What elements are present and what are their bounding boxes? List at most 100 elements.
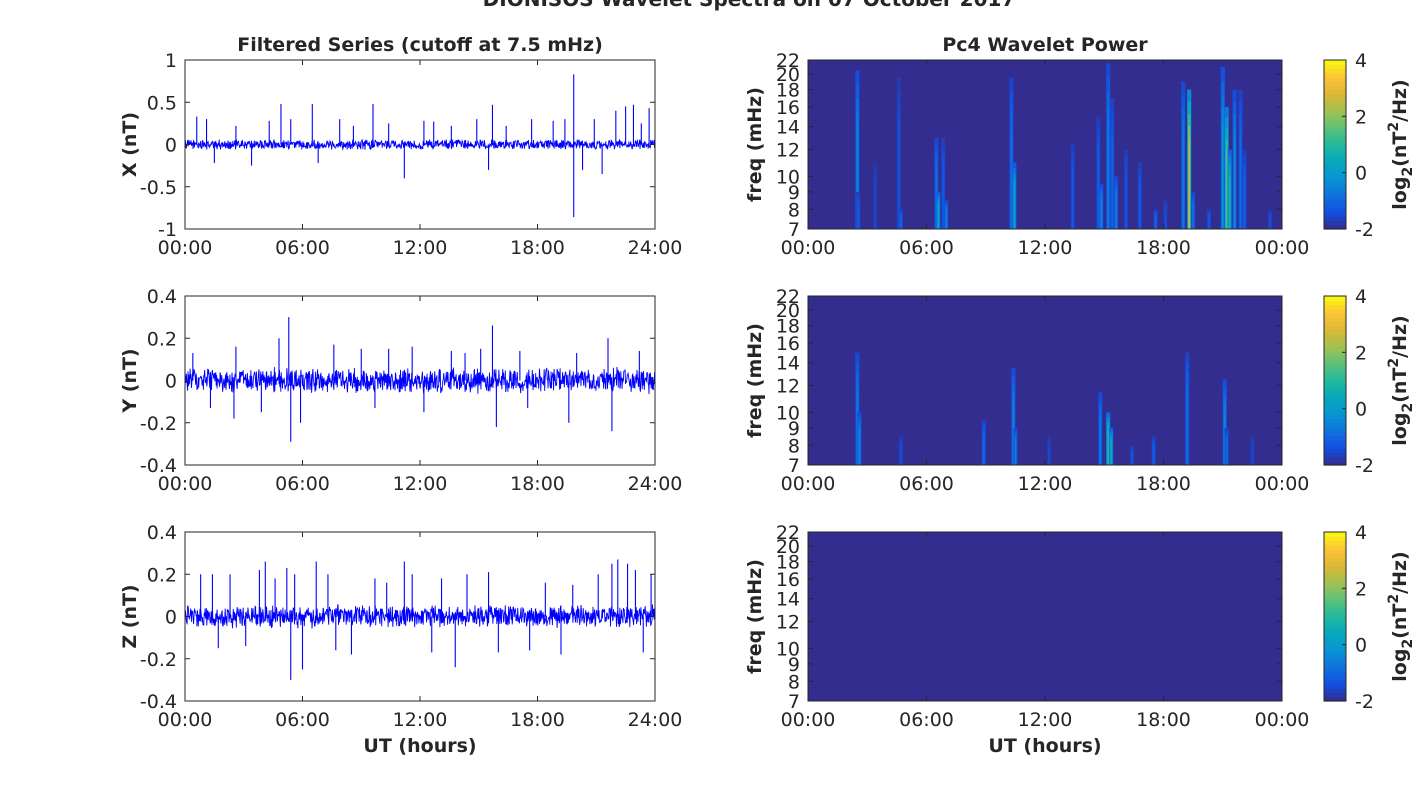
colorbar-step [1324,199,1346,205]
colorbar-step [1324,350,1346,356]
colorbar-step [1324,114,1346,120]
colorbar-step [1324,304,1346,310]
y-tick-label: 20 [776,300,800,322]
y-tick-label: 8 [788,435,800,457]
colorbar-step [1324,641,1346,647]
colorbar-step [1324,355,1346,360]
x-tick-label: 24:00 [628,709,683,731]
colorbar-step [1324,435,1346,441]
colorbar-step [1324,629,1346,634]
x-tick-label: 18:00 [510,709,565,731]
panel-right-bottom-ylabel: freq (mHz) [744,559,766,674]
colorbar-step [1324,574,1346,580]
burst-11-layer-4 [1153,446,1155,465]
colorbar-step [1324,405,1346,411]
panel-right-top [807,59,1283,230]
burst-9-layer-4 [1010,130,1013,229]
colorbar-step [1324,119,1346,124]
colorbar-step [1324,359,1346,365]
panel-right-middle-background [808,296,1282,465]
burst-25-layer-4 [1222,123,1224,229]
panel-right-top-colorbar [1323,59,1347,230]
colorbar-step [1324,106,1346,112]
colorbar-step [1324,595,1346,601]
y-tick-label: 16 [776,97,800,119]
colorbar-step [1324,68,1346,74]
colorbar-step [1324,637,1346,643]
x-tick-label: 18:00 [1136,473,1191,495]
colorbar-step [1324,439,1346,445]
colorbar-step [1324,174,1346,179]
y-tick-label: 7 [788,691,800,713]
colorbar-step [1324,325,1346,331]
colorbar-tick-label: 2 [1355,106,1367,128]
burst-15-layer-4 [1111,143,1113,229]
y-tick-label: 12 [776,139,800,161]
y-tick-label: -0.4 [140,455,177,477]
colorbar-step [1324,224,1346,230]
x-tick-label: 12:00 [1018,237,1073,259]
colorbar-step [1324,456,1346,462]
colorbar-label: log2(nT2/Hz) [1386,551,1416,681]
y-tick-label: 18 [776,316,800,338]
y-tick-label: 14 [776,589,800,611]
y-tick-label: 14 [776,117,800,139]
x-tick-label: 06:00 [899,709,954,731]
colorbar-step [1324,380,1346,386]
colorbar-step [1324,312,1346,318]
burst-0-layer-4 [856,125,858,229]
y-tick-label: 9 [788,182,800,204]
burst-26-layer-4 [1226,149,1228,229]
colorbar-step [1324,410,1346,415]
panel-left-bottom-ylabel: Z (nT) [119,584,141,648]
colorbar-step [1324,557,1346,563]
x-tick-label: 18:00 [510,237,565,259]
y-tick-label: 0.4 [147,522,177,544]
burst-22-layer-4 [1188,138,1190,229]
colorbar-step [1324,76,1346,82]
series-line [185,138,655,151]
burst-13-layer-4 [1100,199,1102,229]
colorbar-step [1324,578,1346,584]
x-tick-label: 12:00 [393,709,448,731]
colorbar-step [1324,308,1346,314]
y-tick-label: -1 [158,219,177,241]
y-tick-label: 1 [165,50,177,72]
burst-6-layer-4 [1048,446,1050,465]
colorbar-step [1324,582,1346,588]
x-tick-label: 06:00 [275,473,330,495]
colorbar-step [1324,667,1346,673]
panel-left-top-traces [185,74,655,218]
y-tick-label: 0 [165,371,177,393]
colorbar-step [1324,212,1346,217]
colorbar-frame [1323,531,1347,702]
colorbar-step [1324,296,1346,301]
x-tick-label: 12:00 [393,237,448,259]
y-tick-label: 0.4 [147,286,177,308]
colorbar-step [1324,612,1346,618]
y-tick-label: 16 [776,333,800,355]
colorbar-step [1324,688,1346,694]
colorbar-step [1324,131,1346,137]
y-tick-label: 9 [788,654,800,676]
colorbar-tick-label: 2 [1355,578,1367,600]
burst-2-layer-4 [874,185,876,229]
burst-30-layer-4 [1243,177,1246,229]
colorbar-step [1324,321,1346,327]
panel-right-bottom-colorbar [1323,531,1347,702]
y-tick-label: 22 [776,286,800,308]
colorbar-step [1324,544,1346,550]
panel-right-middle [807,295,1283,466]
colorbar-step [1324,127,1346,133]
panel-left-top-title: Filtered Series (cutoff at 7.5 mHz) [237,34,603,56]
burst-8-layer-4 [945,210,947,229]
colorbar-step [1324,599,1346,605]
y-tick-label: 10 [776,166,800,188]
colorbar-step [1324,64,1346,70]
colorbar-frame [1323,59,1347,230]
colorbar-step [1324,203,1346,209]
colorbar-step [1324,110,1346,116]
y-tick-label: 20 [776,536,800,558]
colorbar-step [1324,650,1346,656]
colorbar-step [1324,317,1346,322]
